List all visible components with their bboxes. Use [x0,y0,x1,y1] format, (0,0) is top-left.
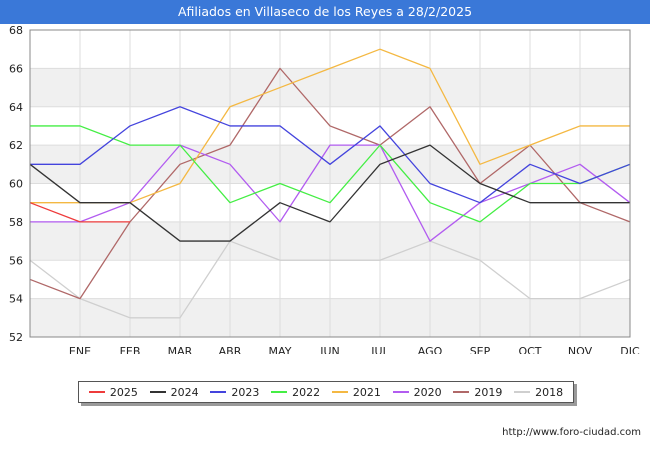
x-tick-label: MAR [168,345,193,354]
x-tick-label: FEB [120,345,141,354]
legend-item-2019: 2019 [453,386,502,399]
legend-swatch [331,391,348,393]
legend-item-2022: 2022 [271,386,320,399]
line-chart: 52 54 56 58 60 62 64 66 68 ENE FEB MAR ABR MAY JUN JUL… [9,24,640,354]
legend-item-2018: 2018 [514,386,563,399]
y-tick-label: 60 [9,178,23,191]
legend-swatch [453,391,470,393]
chart-title: Afiliados en Villaseco de los Reyes a 28… [0,0,650,24]
series-line-2024 [29,144,630,242]
x-tick-label: JUL [370,345,389,354]
legend-swatch [88,391,105,393]
series-line-2023 [30,106,631,204]
legend-swatch [210,391,227,393]
legend-swatch [514,391,531,393]
legend-swatch [271,391,288,393]
x-tick-label: ABR [219,345,242,354]
legend-label: 2020 [413,385,442,399]
x-tick-label: JUN [319,345,340,354]
y-tick-label: 58 [9,216,23,229]
y-tick-label: 66 [9,62,23,75]
y-tick-label: 56 [9,254,23,267]
legend-label: 2021 [352,385,381,399]
legend-swatch [392,391,409,393]
series-line-2022 [30,125,631,223]
series-line-2018 [29,240,631,319]
x-tick-label: AGO [418,345,443,354]
legend-swatch [149,391,166,393]
legend-label: 2025 [109,385,138,399]
y-tick-label: 52 [9,331,23,344]
x-tick-label: OCT [518,345,541,354]
x-tick-label: MAY [269,345,292,354]
legend-item-2021: 2021 [331,385,381,399]
plot-frame [29,29,631,338]
legend-label: 2023 [231,385,260,399]
legend-label: 2019 [474,385,503,399]
legend-item-2023: 2023 [210,386,259,399]
x-tick-label: ENE [69,345,91,354]
legend-item-2025: 2025 [88,385,138,399]
legend-item-2020: 2020 [392,385,442,399]
chart-legend: 2025 2024 2023 2022 2021 2020 2019 2018 [78,381,574,403]
y-tick-label: 68 [9,24,23,37]
x-tick-label: DIC [620,345,640,354]
legend-item-2024: 2024 [149,385,199,399]
legend-label: 2022 [292,385,321,399]
x-tick-label: SEP [470,345,491,354]
series-line-2025 [29,202,130,223]
y-tick-label: 64 [9,101,23,114]
source-url: http://www.foro-ciudad.com [502,427,641,438]
legend-label: 2018 [535,385,564,399]
legend-label: 2024 [170,385,199,399]
y-tick-label: 62 [9,139,23,152]
x-tick-label: NOV [568,345,593,354]
y-tick-label: 54 [9,293,23,306]
